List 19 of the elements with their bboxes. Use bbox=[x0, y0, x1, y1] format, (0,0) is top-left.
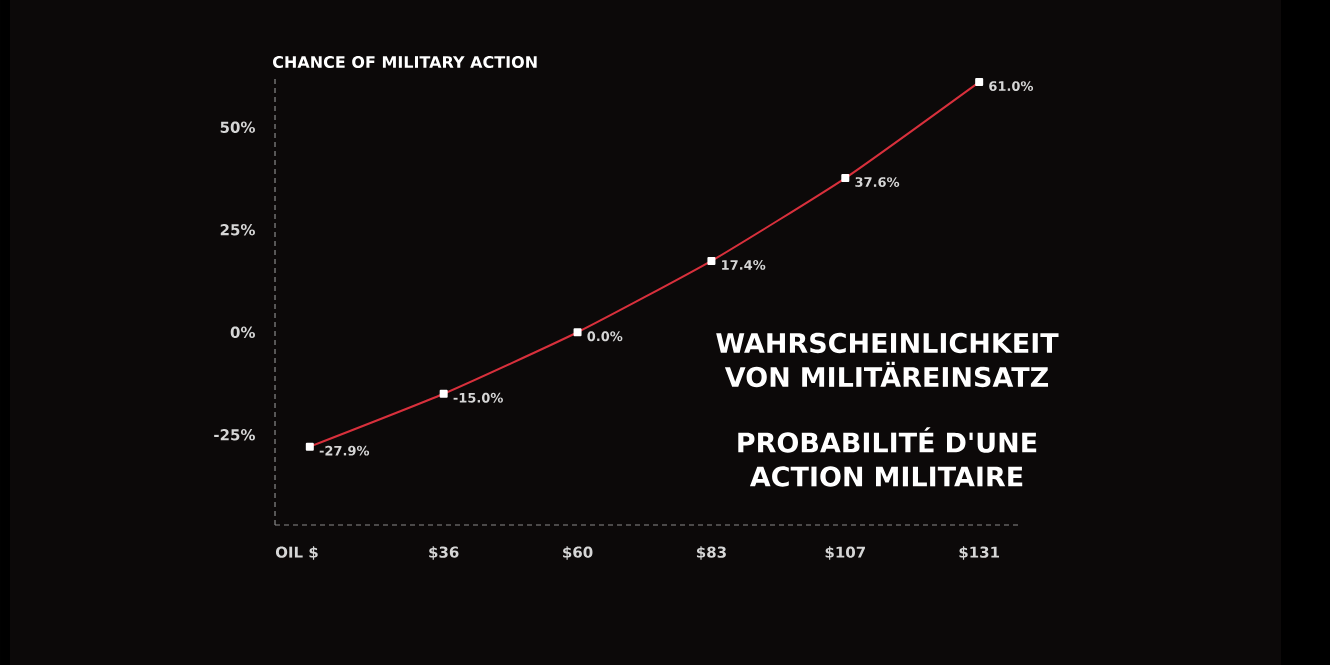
chart-title: CHANCE OF MILITARY ACTION bbox=[273, 55, 537, 69]
data-label: -27.9% bbox=[319, 445, 370, 456]
y-tick-label: -25% bbox=[214, 429, 255, 441]
x-tick-label: $83 bbox=[696, 546, 726, 560]
data-label: 61.0% bbox=[989, 81, 1034, 92]
x-tick-label: $107 bbox=[825, 546, 865, 560]
annotation: WAHRSCHEINLICHKEIT VON MILITÄREINSATZ bbox=[716, 332, 1059, 388]
x-tick-label: $60 bbox=[563, 546, 593, 560]
y-tick-label: 25% bbox=[220, 224, 255, 236]
x-tick-label: $36 bbox=[429, 546, 459, 560]
data-label: 0.0% bbox=[587, 331, 623, 342]
data-label: 17.4% bbox=[722, 259, 766, 270]
annotation: PROBABILITÉ D'UNE ACTION MILITAIRE bbox=[738, 427, 1037, 487]
y-tick-label: 50% bbox=[220, 121, 255, 133]
x-tick-label: $131 bbox=[959, 546, 1000, 560]
data-label: 37.6% bbox=[855, 177, 900, 187]
data-label: -15.0% bbox=[453, 392, 503, 403]
y-tick-label: 0% bbox=[230, 326, 255, 338]
x-axis-title: OIL $ bbox=[275, 546, 318, 560]
